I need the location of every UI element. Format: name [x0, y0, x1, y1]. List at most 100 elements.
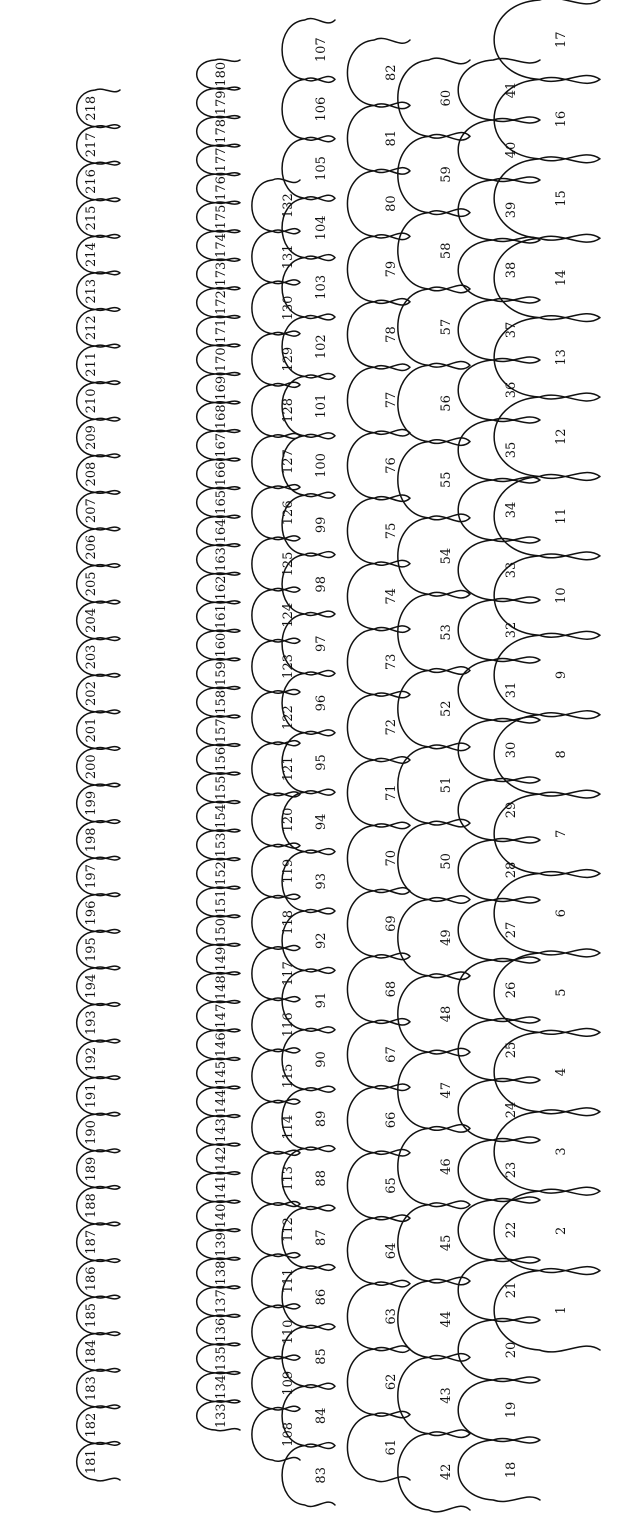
shape-label-103: 103: [314, 275, 329, 300]
shape-label-209: 209: [84, 425, 99, 450]
shape-label-153: 153: [214, 832, 229, 857]
shape-label-92: 92: [314, 932, 329, 949]
shape-label-14: 14: [554, 270, 569, 287]
row-2-outline: [457, 57, 541, 1503]
shape-label-171: 171: [214, 319, 229, 344]
shape-label-158: 158: [214, 690, 229, 715]
shape-label-109: 109: [281, 1371, 296, 1396]
shape-label-62: 62: [384, 1374, 399, 1391]
shape-label-43: 43: [439, 1387, 454, 1404]
row-8-outline: [75, 88, 121, 1482]
row-6-outline: [251, 178, 301, 1462]
shape-label-198: 198: [84, 827, 99, 852]
shape-label-128: 128: [281, 398, 296, 423]
shape-label-47: 47: [439, 1082, 454, 1099]
shape-label-208: 208: [84, 462, 99, 487]
shape-label-54: 54: [439, 548, 454, 565]
shape-label-117: 117: [281, 961, 296, 986]
shape-label-26: 26: [504, 982, 519, 999]
shape-label-159: 159: [214, 661, 229, 686]
shape-label-218: 218: [84, 96, 99, 121]
shape-label-207: 207: [84, 498, 99, 523]
shape-label-163: 163: [214, 547, 229, 572]
shape-label-130: 130: [281, 296, 296, 321]
shape-label-100: 100: [314, 453, 329, 478]
shape-label-99: 99: [314, 517, 329, 534]
shape-label-46: 46: [439, 1158, 454, 1175]
shape-label-127: 127: [281, 449, 296, 474]
shape-label-5: 5: [554, 989, 569, 997]
shape-label-195: 195: [84, 937, 99, 962]
shape-label-51: 51: [439, 777, 454, 794]
shape-label-167: 167: [214, 433, 229, 458]
shape-label-139: 139: [214, 1232, 229, 1257]
shape-label-2: 2: [554, 1227, 569, 1235]
shape-label-202: 202: [84, 681, 99, 706]
shape-label-71: 71: [384, 784, 399, 801]
shape-label-60: 60: [439, 90, 454, 107]
shape-label-41: 41: [504, 82, 519, 99]
shape-label-177: 177: [214, 147, 229, 172]
shape-label-78: 78: [384, 326, 399, 343]
shape-label-132: 132: [281, 193, 296, 218]
shape-label-161: 161: [214, 604, 229, 629]
shape-outlines: [75, 0, 601, 1513]
shape-label-28: 28: [504, 862, 519, 879]
shape-label-88: 88: [314, 1170, 329, 1187]
shape-label-76: 76: [384, 457, 399, 474]
shape-label-191: 191: [84, 1084, 99, 1109]
shape-label-1: 1: [554, 1306, 569, 1314]
shape-label-107: 107: [314, 37, 329, 62]
shape-label-114: 114: [281, 1115, 296, 1140]
row-4-outline: [346, 37, 411, 1483]
shape-label-10: 10: [554, 587, 569, 604]
shape-label-174: 174: [214, 233, 229, 258]
shape-label-16: 16: [554, 111, 569, 128]
shape-label-73: 73: [384, 654, 399, 671]
shape-label-123: 123: [281, 654, 296, 679]
shape-label-94: 94: [314, 814, 329, 831]
shape-label-164: 164: [214, 519, 229, 544]
shape-label-179: 179: [214, 90, 229, 115]
shape-label-183: 183: [84, 1376, 99, 1401]
shape-label-64: 64: [384, 1243, 399, 1260]
shape-label-142: 142: [214, 1146, 229, 1171]
shape-label-113: 113: [281, 1166, 296, 1191]
shape-label-126: 126: [281, 500, 296, 525]
shape-label-7: 7: [554, 830, 569, 838]
shape-label-106: 106: [314, 97, 329, 122]
shape-label-145: 145: [214, 1061, 229, 1086]
shape-label-186: 186: [84, 1266, 99, 1291]
shape-label-61: 61: [384, 1439, 399, 1456]
shape-label-95: 95: [314, 754, 329, 771]
shape-label-15: 15: [554, 190, 569, 207]
shape-label-178: 178: [214, 119, 229, 144]
shape-label-86: 86: [314, 1289, 329, 1306]
shape-label-48: 48: [439, 1006, 454, 1023]
shape-label-199: 199: [84, 791, 99, 816]
shape-label-157: 157: [214, 718, 229, 743]
shape-label-166: 166: [214, 461, 229, 486]
shape-label-151: 151: [214, 890, 229, 915]
shape-label-148: 148: [214, 975, 229, 1000]
shape-label-90: 90: [314, 1051, 329, 1068]
shape-label-25: 25: [504, 1042, 519, 1059]
shape-label-184: 184: [84, 1340, 99, 1365]
shape-label-133: 133: [214, 1403, 229, 1428]
shape-label-30: 30: [504, 742, 519, 759]
shape-label-140: 140: [214, 1204, 229, 1229]
shape-label-38: 38: [504, 262, 519, 279]
shape-label-180: 180: [214, 62, 229, 87]
shape-label-118: 118: [281, 910, 296, 935]
shape-label-18: 18: [504, 1462, 519, 1479]
shape-label-108: 108: [281, 1422, 296, 1447]
shape-label-37: 37: [504, 322, 519, 339]
shape-label-165: 165: [214, 490, 229, 515]
shape-label-102: 102: [314, 334, 329, 359]
shape-label-125: 125: [281, 552, 296, 577]
shape-label-213: 213: [84, 279, 99, 304]
shape-label-49: 49: [439, 929, 454, 946]
shape-label-162: 162: [214, 576, 229, 601]
shape-label-147: 147: [214, 1004, 229, 1029]
shape-label-131: 131: [281, 244, 296, 269]
